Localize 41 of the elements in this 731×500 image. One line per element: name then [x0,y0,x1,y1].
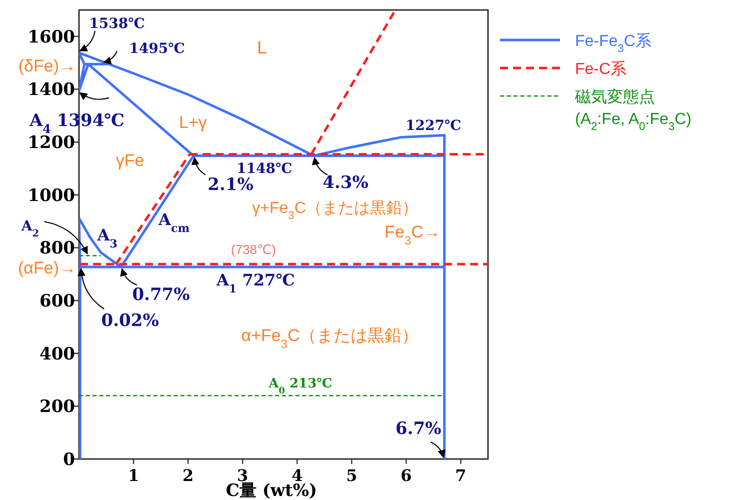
annotation: 0.77% [132,285,190,306]
annotation: (δFe)→ [18,56,76,76]
annotation: 4.3% [322,172,368,193]
annotation: A$_{2}$ [20,218,40,240]
x-tick-label: 5 [346,466,358,485]
annotation: 1495℃ [129,41,186,58]
annotation: A$_{cm}$ [158,210,190,236]
annotation: A$_{3}$ [96,226,118,251]
y-tick-label: 200 [40,397,76,418]
annotation: Fe$_{3}$C→ [384,222,440,248]
legend-label: Fe-Fe$_{3}$C系 [575,32,652,55]
y-tick-label: 1400 [28,80,76,100]
x-tick-label: 7 [455,466,466,485]
annotation: 1227℃ [406,118,462,134]
legend-label: Fe-C系 [575,60,627,78]
y-tick-label: 1200 [28,133,76,154]
legend-label: 磁気変態点 (A$_{2}$:Fe, A$_{0}$:Fe$_{3}$C) [574,88,692,133]
annotation: 1148℃ [236,160,293,177]
annotation: γFe [116,151,144,170]
annotation: 0.02% [101,311,159,332]
annotation: L+γ [179,113,208,132]
x-tick-label: 6 [400,466,412,485]
y-tick-label: 400 [40,344,76,364]
annotation: A$_{0}$ 213℃ [268,376,332,396]
x-tick-label: 1 [128,466,140,485]
annotation: 6.7% [396,419,442,440]
annotation: γ+Fe$_{3}$C（または黒鉛） [252,200,418,222]
y-tick-label: 1600 [28,27,76,48]
y-tick-label: 0 [63,450,76,470]
annotation: (αFe)→ [18,258,76,278]
y-tick-label: 600 [40,292,76,312]
x-tick-label: 4 [292,466,303,485]
y-tick-label: 1000 [28,186,76,206]
annotation: 2.1% [208,174,254,195]
x-tick-label: 2 [182,466,194,485]
annotation: L [256,37,268,58]
y-tick-label: 800 [40,238,76,259]
annotation: 1538℃ [89,16,146,32]
annotation: A$_{1}$ 727℃ [216,270,295,296]
annotation: (738℃) [231,242,276,257]
annotation: α+Fe$_{3}$C（または黒鉛） [241,326,419,352]
